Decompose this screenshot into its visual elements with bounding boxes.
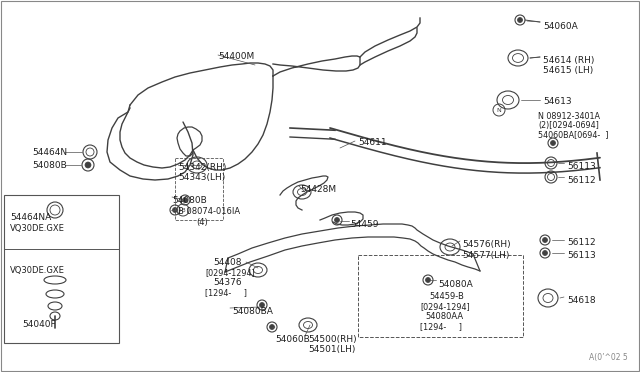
Text: 56113: 56113 <box>567 162 596 171</box>
Text: 54080A: 54080A <box>438 280 473 289</box>
Text: 54080B: 54080B <box>32 161 67 170</box>
Text: 54459: 54459 <box>350 220 378 229</box>
Text: VQ30DE.GXE: VQ30DE.GXE <box>10 266 65 275</box>
Circle shape <box>173 208 177 212</box>
Text: 54500(RH): 54500(RH) <box>308 335 356 344</box>
Text: 56113: 56113 <box>567 251 596 260</box>
Text: 54040F: 54040F <box>22 320 56 329</box>
Text: 54615 (LH): 54615 (LH) <box>543 66 593 75</box>
Text: 54342(RH): 54342(RH) <box>178 163 227 172</box>
Text: 54400M: 54400M <box>218 52 254 61</box>
Text: B 08074-016IA: B 08074-016IA <box>178 207 240 216</box>
Text: 54501(LH): 54501(LH) <box>308 345 355 354</box>
Text: B: B <box>181 208 185 214</box>
Text: 54080AA: 54080AA <box>425 312 463 321</box>
Bar <box>175 158 223 220</box>
Text: [1294-     ]: [1294- ] <box>205 288 247 297</box>
Text: 56112: 56112 <box>567 238 596 247</box>
Text: 54618: 54618 <box>567 296 596 305</box>
Text: VQ30DE.GXE: VQ30DE.GXE <box>10 224 65 233</box>
Text: 54408: 54408 <box>213 258 241 267</box>
Circle shape <box>85 162 91 168</box>
Text: 54080BA: 54080BA <box>232 307 273 316</box>
Text: 54080B: 54080B <box>172 196 207 205</box>
Text: [0294-1294]: [0294-1294] <box>205 268 255 277</box>
Circle shape <box>543 250 547 256</box>
Text: 54576(RH): 54576(RH) <box>462 240 511 249</box>
Text: [1294-     ]: [1294- ] <box>420 322 462 331</box>
Text: 54343(LH): 54343(LH) <box>178 173 225 182</box>
Circle shape <box>335 218 339 222</box>
Circle shape <box>259 302 264 308</box>
Text: [0294-1294]: [0294-1294] <box>420 302 470 311</box>
Text: 54614 (RH): 54614 (RH) <box>543 56 595 65</box>
Text: 54613: 54613 <box>543 97 572 106</box>
Circle shape <box>518 17 522 22</box>
Circle shape <box>543 237 547 243</box>
Text: N: N <box>497 109 501 113</box>
Text: 54060B: 54060B <box>275 335 310 344</box>
Text: 54577(LH): 54577(LH) <box>462 251 509 260</box>
Bar <box>358 255 523 337</box>
Text: N 08912-3401A: N 08912-3401A <box>538 112 600 121</box>
Text: 54060BA[0694-  ]: 54060BA[0694- ] <box>538 130 609 139</box>
Circle shape <box>550 141 556 145</box>
Text: A(0’^02 5: A(0’^02 5 <box>589 353 628 362</box>
Text: 56112: 56112 <box>567 176 596 185</box>
Text: 54376: 54376 <box>213 278 242 287</box>
Circle shape <box>182 198 188 202</box>
Text: 54459-B: 54459-B <box>429 292 464 301</box>
Bar <box>4 195 119 343</box>
Circle shape <box>426 278 431 282</box>
Circle shape <box>269 324 275 330</box>
Text: 54428M: 54428M <box>300 185 336 194</box>
Text: 54060A: 54060A <box>543 22 578 31</box>
Text: (4): (4) <box>196 218 208 227</box>
Text: 54464N: 54464N <box>32 148 67 157</box>
Text: (2)[0294-0694]: (2)[0294-0694] <box>538 121 599 130</box>
Text: 54464NA: 54464NA <box>10 213 51 222</box>
Text: 54611: 54611 <box>358 138 387 147</box>
